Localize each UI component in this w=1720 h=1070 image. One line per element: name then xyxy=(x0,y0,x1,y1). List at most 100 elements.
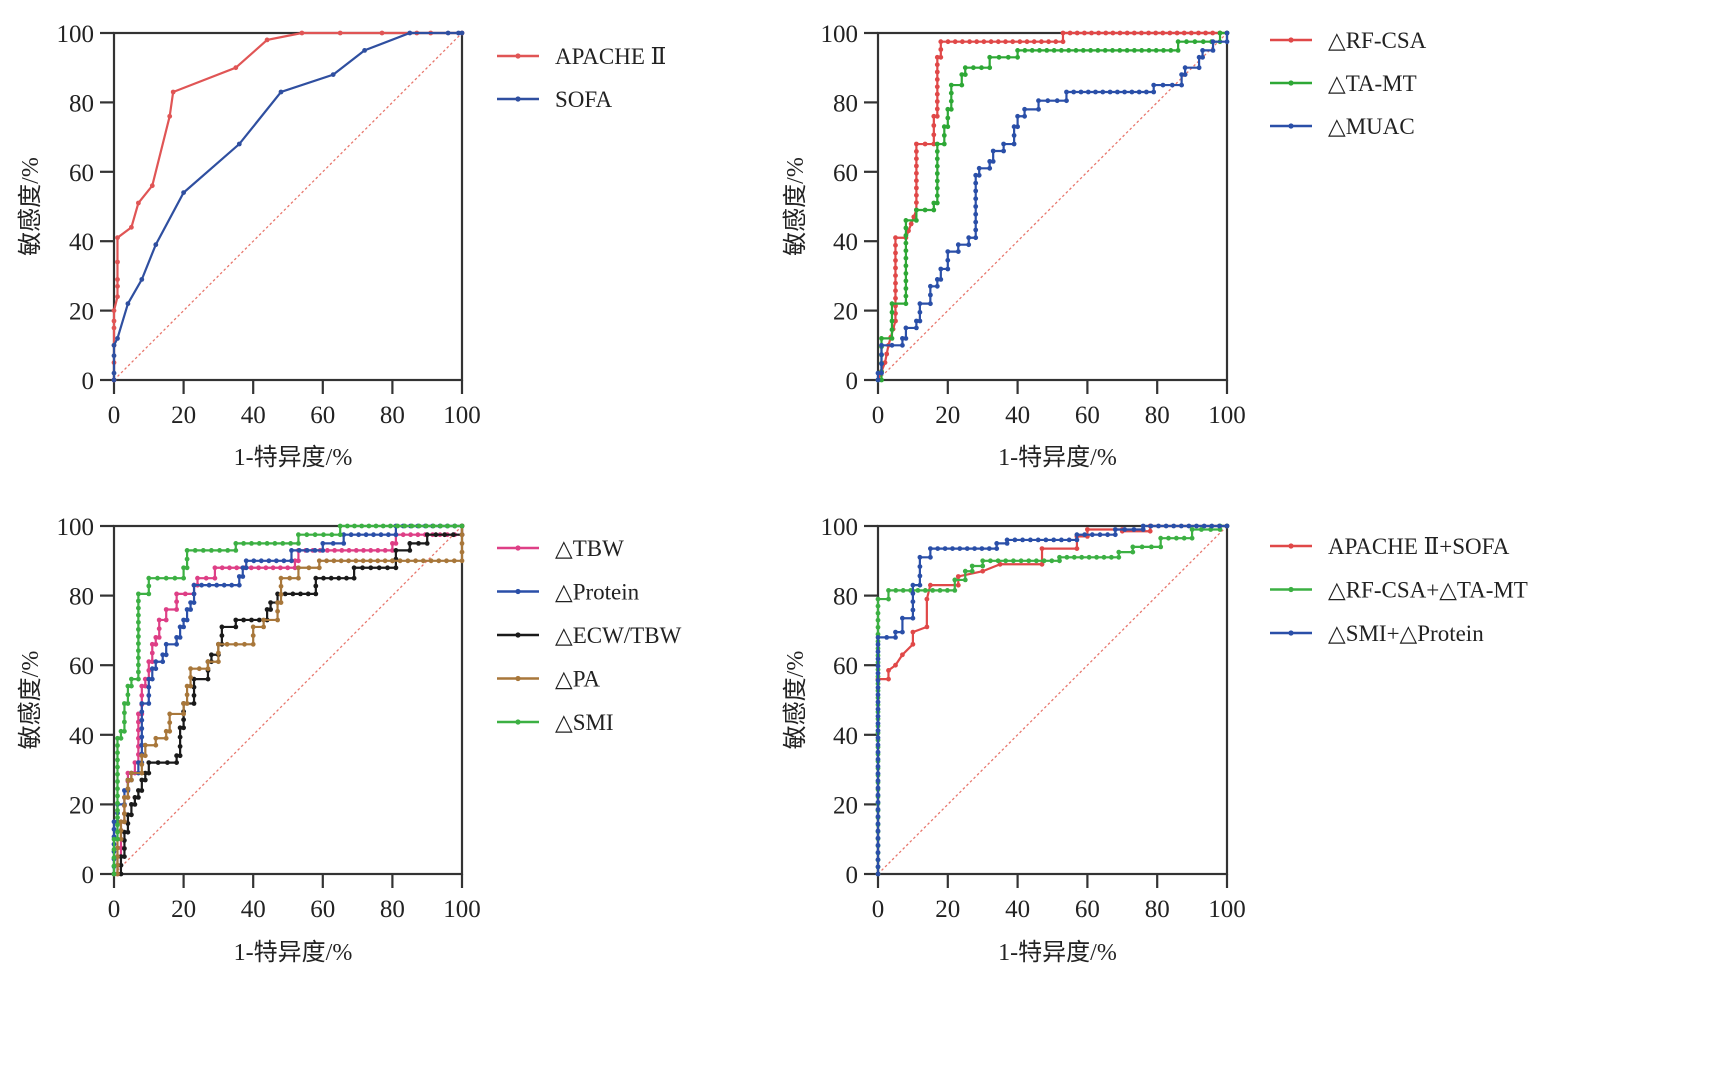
data-point xyxy=(205,676,211,682)
data-point xyxy=(973,211,979,217)
data-point xyxy=(337,523,343,529)
data-point xyxy=(139,683,145,689)
data-point xyxy=(382,548,388,553)
data-point xyxy=(188,666,194,672)
legend-marker xyxy=(515,96,521,102)
data-point xyxy=(313,575,319,581)
data-point xyxy=(428,558,434,564)
data-point xyxy=(136,788,141,793)
data-point xyxy=(903,233,909,238)
data-point xyxy=(1074,532,1080,538)
data-point xyxy=(328,575,334,581)
data-point xyxy=(174,607,180,612)
data-point xyxy=(304,532,310,538)
data-point xyxy=(942,546,948,551)
data-point xyxy=(1179,82,1184,88)
data-point xyxy=(1085,527,1090,532)
data-point xyxy=(296,548,302,553)
data-point xyxy=(409,523,415,529)
data-point xyxy=(278,565,283,571)
data-point xyxy=(934,163,940,169)
data-point xyxy=(910,607,916,613)
data-point xyxy=(174,641,180,647)
data-point xyxy=(930,588,936,593)
data-point xyxy=(1167,30,1173,36)
data-point xyxy=(142,770,148,776)
y-tick-label: 60 xyxy=(833,160,858,187)
data-point xyxy=(233,624,239,630)
data-point xyxy=(266,558,272,564)
data-point xyxy=(332,548,337,553)
data-point xyxy=(1182,65,1188,71)
data-point xyxy=(363,532,369,538)
data-point xyxy=(893,629,898,635)
data-point xyxy=(1011,133,1017,138)
data-point xyxy=(875,713,881,719)
data-point xyxy=(1028,537,1033,543)
data-point xyxy=(1060,39,1066,45)
data-point xyxy=(1071,554,1077,560)
data-point xyxy=(934,185,940,191)
data-point xyxy=(233,617,239,623)
data-point xyxy=(330,541,336,546)
data-point xyxy=(1059,537,1064,543)
data-point xyxy=(879,336,884,341)
legend-label: △Protein xyxy=(555,580,640,605)
legend-marker xyxy=(1288,37,1294,43)
data-point xyxy=(875,864,881,870)
data-point xyxy=(181,717,187,723)
data-point xyxy=(139,734,145,740)
data-point xyxy=(914,325,919,331)
data-point xyxy=(146,701,152,706)
legend-label: △SMI+△Protein xyxy=(1328,621,1484,646)
data-point xyxy=(272,541,278,546)
data-point xyxy=(1085,89,1091,95)
data-point xyxy=(136,795,141,800)
data-point xyxy=(177,744,183,749)
data-point xyxy=(948,82,954,88)
data-point xyxy=(296,565,301,571)
data-point xyxy=(236,582,242,588)
data-point xyxy=(390,558,395,564)
data-point xyxy=(962,72,968,77)
data-point xyxy=(893,295,898,301)
data-point xyxy=(258,558,264,564)
data-point xyxy=(233,548,239,553)
data-point xyxy=(914,318,919,324)
data-point xyxy=(884,635,890,640)
data-point xyxy=(875,735,881,741)
reference-diagonal xyxy=(113,525,463,875)
data-point xyxy=(1186,523,1192,529)
data-point xyxy=(875,742,881,748)
data-point xyxy=(875,663,881,669)
data-point xyxy=(407,30,413,36)
data-point xyxy=(219,565,225,571)
data-point xyxy=(1196,54,1202,60)
data-point xyxy=(362,48,367,53)
data-point xyxy=(177,635,183,640)
data-point xyxy=(115,808,120,813)
data-point xyxy=(282,591,288,597)
data-point xyxy=(153,742,159,748)
data-point xyxy=(914,185,919,191)
data-point xyxy=(941,124,947,130)
data-point xyxy=(959,82,965,88)
data-point xyxy=(928,582,933,588)
data-point xyxy=(875,857,881,863)
data-point xyxy=(146,575,152,581)
data-point xyxy=(955,582,961,588)
data-point xyxy=(191,582,197,588)
data-point xyxy=(229,582,235,588)
data-point xyxy=(889,342,895,348)
data-point xyxy=(459,30,465,36)
data-point xyxy=(893,280,898,286)
data-point xyxy=(375,548,381,553)
data-point xyxy=(136,634,141,639)
data-point xyxy=(928,546,933,551)
y-axis-title: 敏感度/% xyxy=(17,157,44,256)
data-point xyxy=(206,582,212,588)
data-point xyxy=(136,669,141,675)
data-point xyxy=(329,532,335,538)
data-point xyxy=(973,172,979,178)
